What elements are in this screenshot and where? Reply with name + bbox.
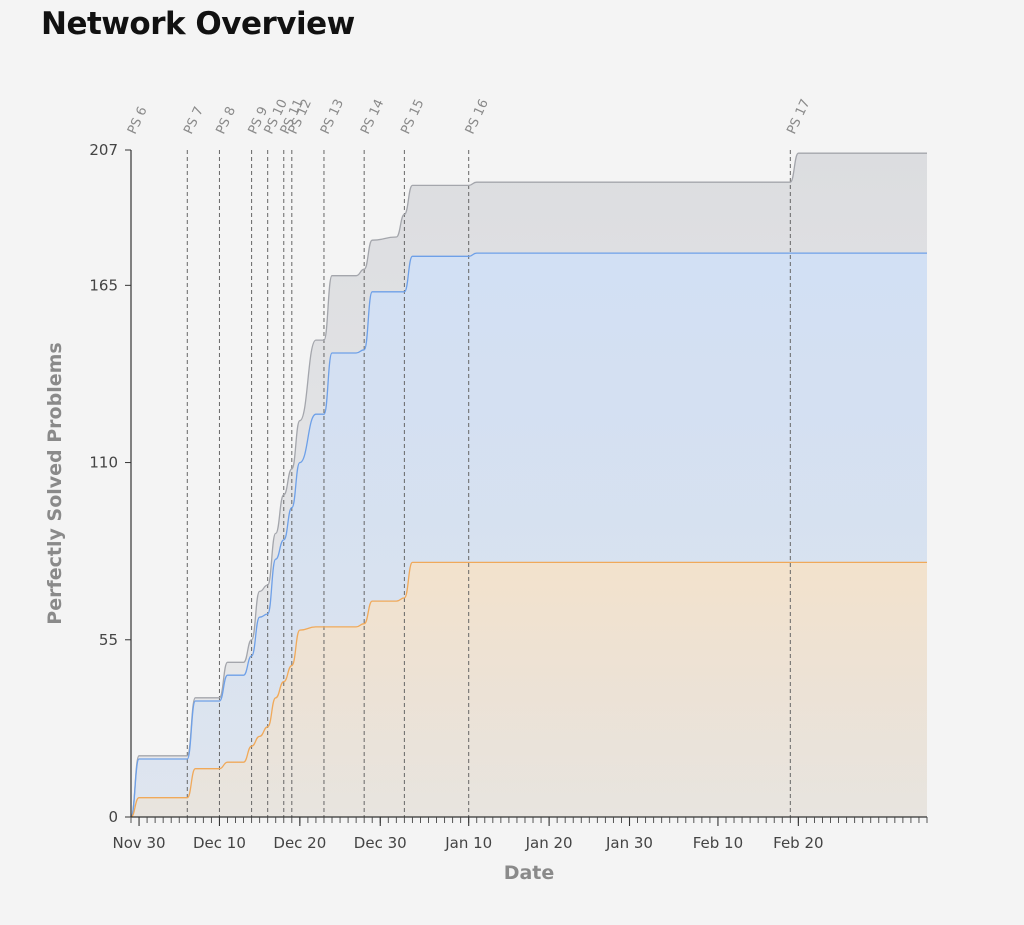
series-areas — [131, 153, 927, 818]
series-area-3 — [131, 562, 927, 817]
axes: 0 55 110 165 207 Nov 30 Dec 10 Dec 20 Dec 30 Jan … — [44, 141, 928, 884]
event-label: PS 7 — [181, 105, 207, 137]
event-label: PS 8 — [213, 105, 239, 137]
event-label: PS 13 — [318, 97, 347, 137]
event-label: PS 17 — [784, 97, 813, 137]
event-label: PS 14 — [358, 97, 387, 137]
y-axis-title: Perfectly Solved Problems — [44, 342, 66, 624]
x-tick-label: Jan 30 — [605, 834, 653, 852]
x-tick-label: Feb 10 — [693, 834, 743, 852]
x-tick-label: Jan 10 — [444, 834, 492, 852]
x-tick-label: Dec 20 — [273, 834, 326, 852]
y-tick-label: 165 — [89, 276, 118, 294]
series-line-2 — [130, 252, 927, 818]
y-tick-label: 110 — [89, 454, 118, 472]
event-label: PS 15 — [398, 97, 427, 137]
event-label: PS 16 — [463, 97, 492, 137]
x-tick-label: Feb 20 — [773, 834, 823, 852]
x-tick-label: Dec 30 — [354, 834, 407, 852]
x-axis-title: Date — [504, 862, 555, 884]
x-tick-label: Nov 30 — [112, 834, 165, 852]
series-line-3 — [130, 561, 927, 818]
x-tick-label: Jan 20 — [525, 834, 573, 852]
y-tick-label: 55 — [99, 631, 118, 649]
series-line-1 — [130, 152, 927, 818]
x-tick-label: Dec 10 — [193, 834, 246, 852]
y-tick-label: 207 — [89, 141, 118, 159]
series-lines — [130, 152, 927, 818]
y-tick-label: 0 — [108, 808, 118, 826]
event-label: PS 6 — [125, 105, 151, 137]
page-title: Network Overview — [41, 6, 355, 42]
